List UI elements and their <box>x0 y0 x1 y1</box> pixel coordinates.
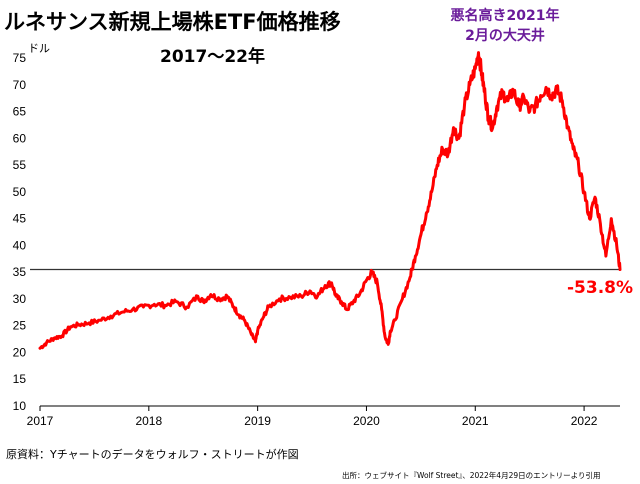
y-tick-label: 35 <box>13 265 27 279</box>
citation-note: 出所：ウェブサイト『Wolf Street』、2022年4月29日のエントリーよ… <box>342 471 601 480</box>
x-tick-label: 2022 <box>571 414 598 428</box>
x-tick-label: 2018 <box>135 414 162 428</box>
y-tick-label: 45 <box>13 212 27 226</box>
peak-annotation: 悪名高き2021年 2月の大天井 <box>430 6 580 46</box>
x-tick-label: 2019 <box>244 414 271 428</box>
y-unit-label: ドル <box>28 42 50 55</box>
x-tick-label: 2021 <box>462 414 489 428</box>
y-tick-label: 25 <box>13 319 27 333</box>
y-tick-label: 30 <box>13 292 27 306</box>
chart-title: ルネサンス新規上場株ETF価格推移 <box>4 10 341 34</box>
source-note: 原資料：Yチャートのデータをウォルフ・ストリートが作図 <box>6 448 299 461</box>
y-tick-label: 65 <box>13 105 27 119</box>
y-tick-label: 60 <box>13 131 27 145</box>
y-axis: 10 15 20 25 30 35 40 45 50 55 60 65 70 75 <box>13 51 27 413</box>
annotation-line-1: 悪名高き2021年 <box>450 8 560 24</box>
x-axis: 2017 2018 2019 2020 2021 2022 <box>27 405 620 428</box>
y-tick-label: 55 <box>13 158 27 172</box>
chart-subtitle: 2017～22年 <box>160 47 265 67</box>
y-tick-label: 50 <box>13 185 27 199</box>
y-tick-label: 20 <box>13 345 27 359</box>
series-line <box>38 51 622 350</box>
y-tick-label: 10 <box>13 399 27 413</box>
x-tick-label: 2020 <box>353 414 380 428</box>
y-tick-label: 75 <box>13 51 27 65</box>
annotation-line-2: 2月の大天井 <box>465 28 545 44</box>
change-label: -53.8% <box>567 278 634 298</box>
y-tick-label: 15 <box>13 372 27 386</box>
x-tick-label: 2017 <box>27 414 54 428</box>
y-tick-label: 40 <box>13 238 27 252</box>
y-tick-label: 70 <box>13 78 27 92</box>
